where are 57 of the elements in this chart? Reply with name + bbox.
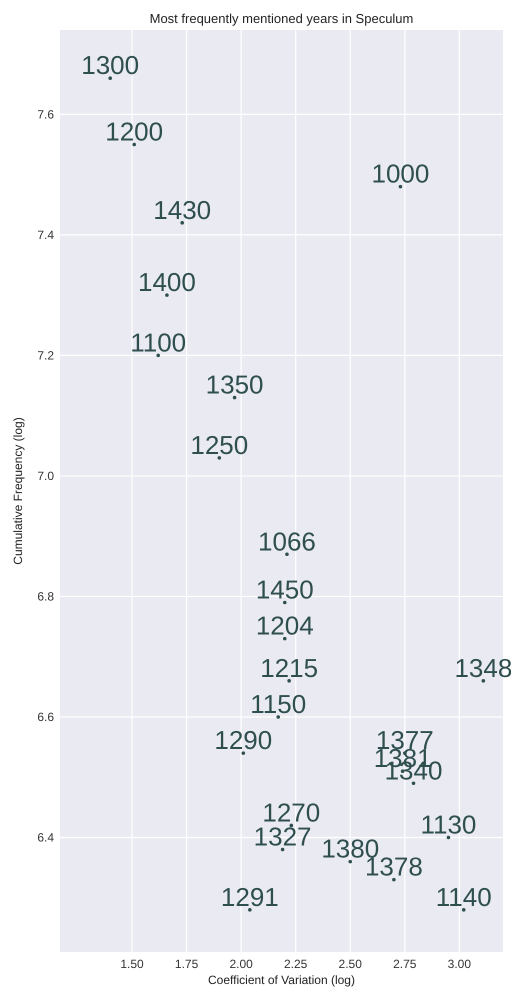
y-tick-label: 7.6 [37,107,54,122]
x-tick-label: 2.25 [284,957,308,971]
x-axis-title: Coefficient of Variation (log) [208,973,355,987]
y-axis-title: Cumulative Frequency (log) [11,417,25,565]
point [482,679,486,683]
point [180,221,184,225]
point [280,848,284,852]
point [165,293,169,297]
annotation: 1150 [250,688,306,719]
annotation: 1348 [454,652,512,683]
point [392,878,396,882]
point [248,908,252,912]
point [218,456,222,460]
chart-title: Most frequently mentioned years in Speculum [150,11,414,26]
point [282,600,287,604]
y-tick-label: 7.0 [37,468,54,483]
point [398,184,402,188]
y-tick-label: 6.6 [37,710,54,724]
annotation: 1350 [206,370,264,400]
annotation: 1291 [220,882,279,912]
annotation: 1100 [130,327,186,358]
point [285,552,289,556]
point [276,715,280,719]
point [412,781,416,786]
y-tick-label: 6.4 [37,830,54,845]
point [156,354,160,358]
y-tick-label: 7.2 [37,348,54,362]
annotation: 1250 [190,430,248,460]
annotation: 1450 [256,574,314,604]
x-tick-label: 2.00 [229,957,254,971]
point [446,836,450,840]
annotation: 1290 [214,725,272,756]
point [108,76,112,80]
point [232,396,236,400]
point [242,751,246,755]
x-tick-label: 2.50 [338,957,362,971]
x-tick-label: 1.50 [120,957,144,971]
point [348,860,352,864]
annotation: 1215 [260,652,318,683]
point [282,636,287,640]
x-tick-label: 1.75 [174,957,199,971]
y-tick-label: 6.8 [37,589,54,604]
point [462,908,466,912]
annotation: 1130 [420,810,476,840]
point [287,679,291,683]
x-tick-label: 2.75 [393,957,417,971]
y-tick-label: 7.4 [37,228,54,242]
annotation: 1300 [81,50,140,80]
annotation: 1066 [258,526,316,556]
annotation: 1140 [436,882,492,912]
x-tick-label: 3.00 [448,957,472,971]
annotation: 1204 [256,610,314,641]
annotation: 1400 [138,267,196,298]
annotation: 1000 [372,158,430,189]
annotation: 1430 [153,194,212,225]
annotation: 1200 [105,116,164,146]
point [132,142,136,146]
